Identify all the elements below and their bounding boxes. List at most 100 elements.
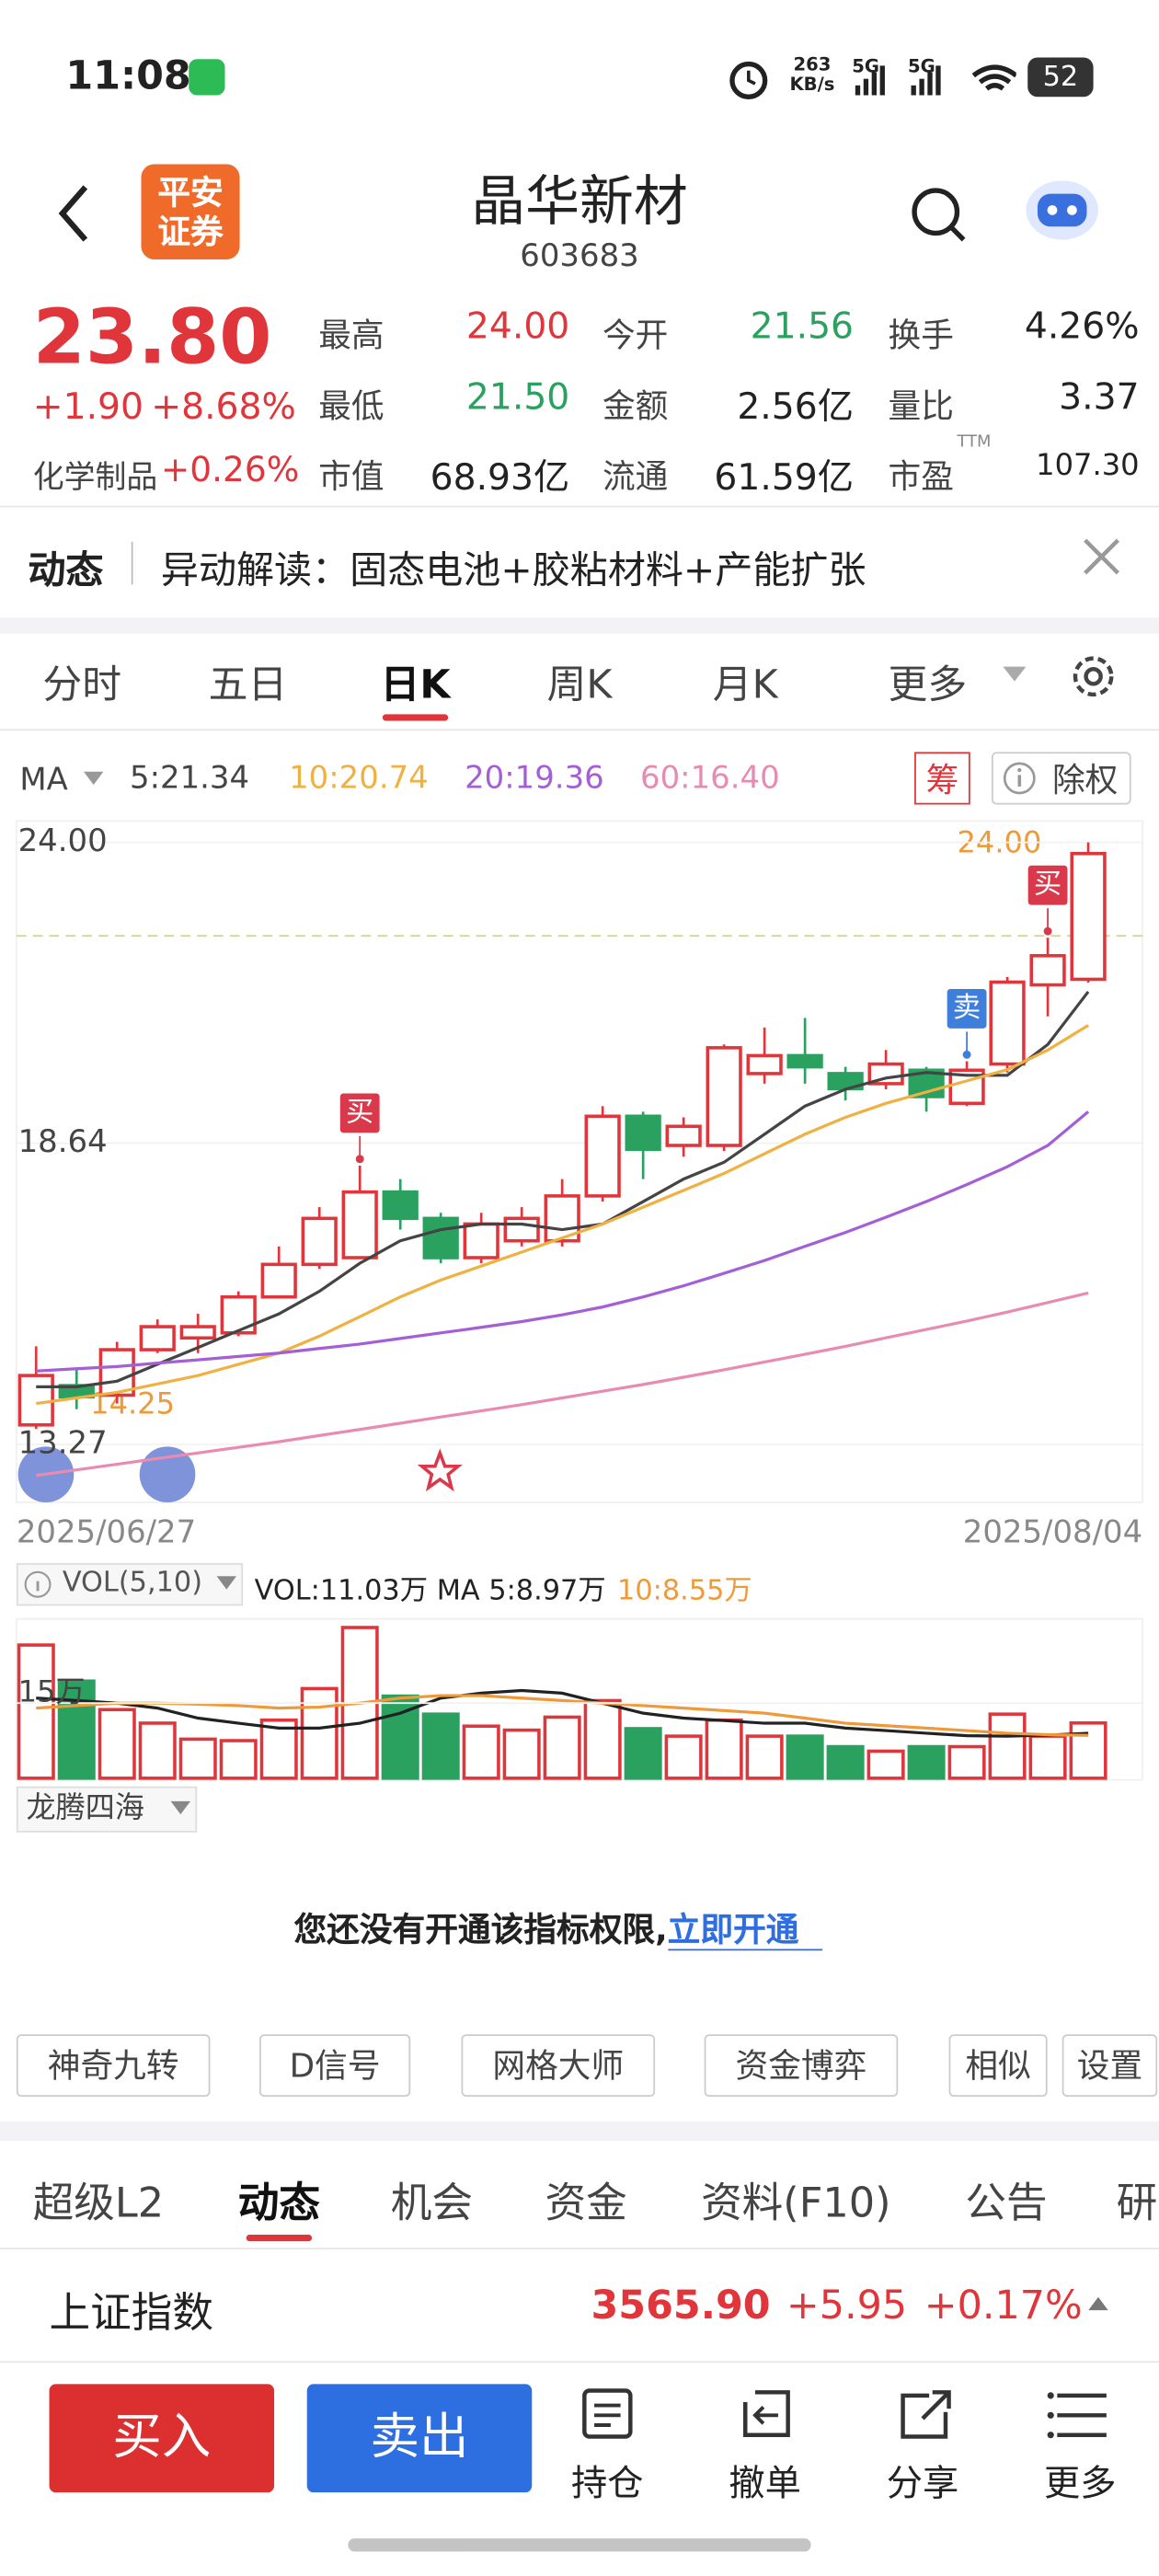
section-tab[interactable]: 机会 bbox=[390, 2179, 474, 2227]
section-tab[interactable]: 公告 bbox=[965, 2179, 1048, 2227]
tool-button[interactable]: 设置 bbox=[1061, 2034, 1158, 2098]
signal-dot bbox=[962, 1050, 971, 1059]
event-marker[interactable] bbox=[417, 1448, 463, 1492]
tool-button[interactable]: 相似 bbox=[948, 2034, 1048, 2098]
period-tab[interactable]: 分时 bbox=[42, 661, 122, 708]
section-tab[interactable]: 动态 bbox=[237, 2179, 321, 2227]
volume-bar bbox=[462, 1724, 500, 1780]
stat-value: 61.59亿 bbox=[714, 457, 855, 500]
candle-body bbox=[139, 1325, 176, 1351]
stat-value: 3.37 bbox=[1059, 377, 1140, 420]
indicator-selector[interactable]: 龙腾四海 bbox=[16, 1786, 198, 1833]
divider bbox=[0, 505, 1159, 508]
time: 11:08 bbox=[65, 52, 191, 99]
section-tab[interactable]: 研 bbox=[1116, 2179, 1158, 2227]
robot-button[interactable] bbox=[1018, 171, 1107, 247]
volume-bar bbox=[219, 1739, 258, 1780]
divider bbox=[131, 541, 133, 585]
stat-label: 今开 bbox=[602, 315, 669, 355]
search-button[interactable] bbox=[908, 184, 970, 247]
close-button[interactable] bbox=[1080, 535, 1122, 578]
tool-button[interactable]: 网格大师 bbox=[461, 2034, 656, 2098]
candle-body bbox=[989, 980, 1026, 1066]
index-pct: +0.17% bbox=[924, 2282, 1083, 2329]
period-tab[interactable]: 日K bbox=[380, 661, 451, 708]
ma-value: 20:19.36 bbox=[465, 760, 604, 797]
section-tab[interactable]: 资金 bbox=[545, 2179, 627, 2227]
ma-label[interactable]: MA bbox=[19, 762, 68, 799]
net: 5G bbox=[852, 55, 880, 77]
buy-button[interactable]: 买入 bbox=[49, 2384, 275, 2493]
stat-label: 换手 bbox=[888, 315, 954, 355]
tool-button[interactable]: 资金博弈 bbox=[704, 2034, 899, 2098]
candle-body bbox=[1070, 852, 1107, 982]
section-gap bbox=[0, 617, 1159, 634]
news-tag: 动态 bbox=[28, 549, 104, 593]
sell-button[interactable]: 卖出 bbox=[306, 2384, 533, 2493]
volume-bar bbox=[745, 1734, 784, 1780]
tab-underline bbox=[246, 2234, 313, 2242]
news-text[interactable]: 异动解读：固态电池+胶粘材料+产能扩张 bbox=[160, 549, 866, 593]
ttm: TTM bbox=[957, 433, 992, 452]
action-label[interactable]: 持仓 bbox=[571, 2464, 644, 2506]
tool-button[interactable]: 神奇九转 bbox=[16, 2034, 211, 2098]
stat-label: 市盈 bbox=[888, 456, 954, 496]
action-label[interactable]: 分享 bbox=[886, 2464, 959, 2506]
candle-body bbox=[98, 1348, 135, 1397]
back-button[interactable] bbox=[50, 180, 99, 246]
tool-button[interactable]: D信号 bbox=[258, 2034, 411, 2098]
stat-label: 金额 bbox=[602, 385, 669, 426]
stat-label: 最高 bbox=[318, 315, 384, 355]
ma-value: 5:21.34 bbox=[129, 760, 250, 797]
tab-underline bbox=[382, 714, 449, 721]
plot-frame bbox=[15, 820, 1144, 1503]
section-tab[interactable]: 资料(F10) bbox=[701, 2179, 891, 2227]
price: 23.80 bbox=[32, 292, 272, 382]
volume-bar bbox=[502, 1728, 541, 1780]
candle-body bbox=[786, 1053, 823, 1069]
stat-label: 流通 bbox=[602, 456, 669, 496]
period-tab[interactable]: 周K bbox=[546, 661, 613, 708]
chips-button[interactable]: 筹 bbox=[914, 752, 970, 805]
volume-bar bbox=[300, 1686, 339, 1780]
broker-logo: 平安 证券 bbox=[141, 164, 240, 259]
period-tab[interactable]: 月K bbox=[712, 661, 778, 708]
signal-dot bbox=[1043, 926, 1052, 936]
vol-info: VOL:11.03万 MA 5:8.97万 bbox=[254, 1574, 606, 1608]
period-tab[interactable]: 五日 bbox=[208, 661, 288, 708]
alarm-icon bbox=[729, 61, 768, 99]
section-tab[interactable]: 超级L2 bbox=[32, 2179, 165, 2227]
stat-label: 量比 bbox=[888, 385, 954, 426]
signal-label: 买 bbox=[1034, 868, 1061, 901]
action-label[interactable]: 更多 bbox=[1044, 2464, 1117, 2506]
settings-button[interactable] bbox=[1067, 650, 1119, 703]
volume-bar bbox=[988, 1712, 1027, 1780]
period-tab[interactable]: 更多 bbox=[888, 661, 968, 708]
net: 5G bbox=[907, 55, 935, 77]
volume-bar bbox=[178, 1737, 217, 1780]
divider bbox=[0, 729, 1159, 731]
logo-line: 证券 bbox=[157, 212, 224, 252]
volume-bar bbox=[259, 1718, 298, 1780]
action-icons bbox=[582, 2388, 1107, 2439]
open-link[interactable]: 立即开通 bbox=[667, 1909, 822, 1951]
vol-selector[interactable] bbox=[16, 1563, 244, 1606]
signal-icons bbox=[855, 64, 1016, 96]
vol-legend: VOL(5,10) bbox=[62, 1566, 203, 1600]
logo-line: 平安 bbox=[157, 172, 224, 213]
y-tick-label: 24.00 bbox=[18, 822, 108, 858]
volume-bar bbox=[17, 1643, 55, 1780]
speed: 263 bbox=[793, 53, 832, 76]
volume-bar bbox=[1069, 1721, 1107, 1780]
chuquan-button[interactable]: 除权 bbox=[991, 752, 1131, 805]
volume-bar bbox=[583, 1698, 622, 1780]
signal-label: 卖 bbox=[953, 992, 981, 1024]
candle-body bbox=[260, 1262, 297, 1299]
vol-ma-line bbox=[36, 1688, 1089, 1738]
action-label[interactable]: 撤单 bbox=[729, 2464, 801, 2506]
vol-info: 10:8.55万 bbox=[617, 1574, 752, 1608]
volume-bar bbox=[947, 1744, 986, 1780]
